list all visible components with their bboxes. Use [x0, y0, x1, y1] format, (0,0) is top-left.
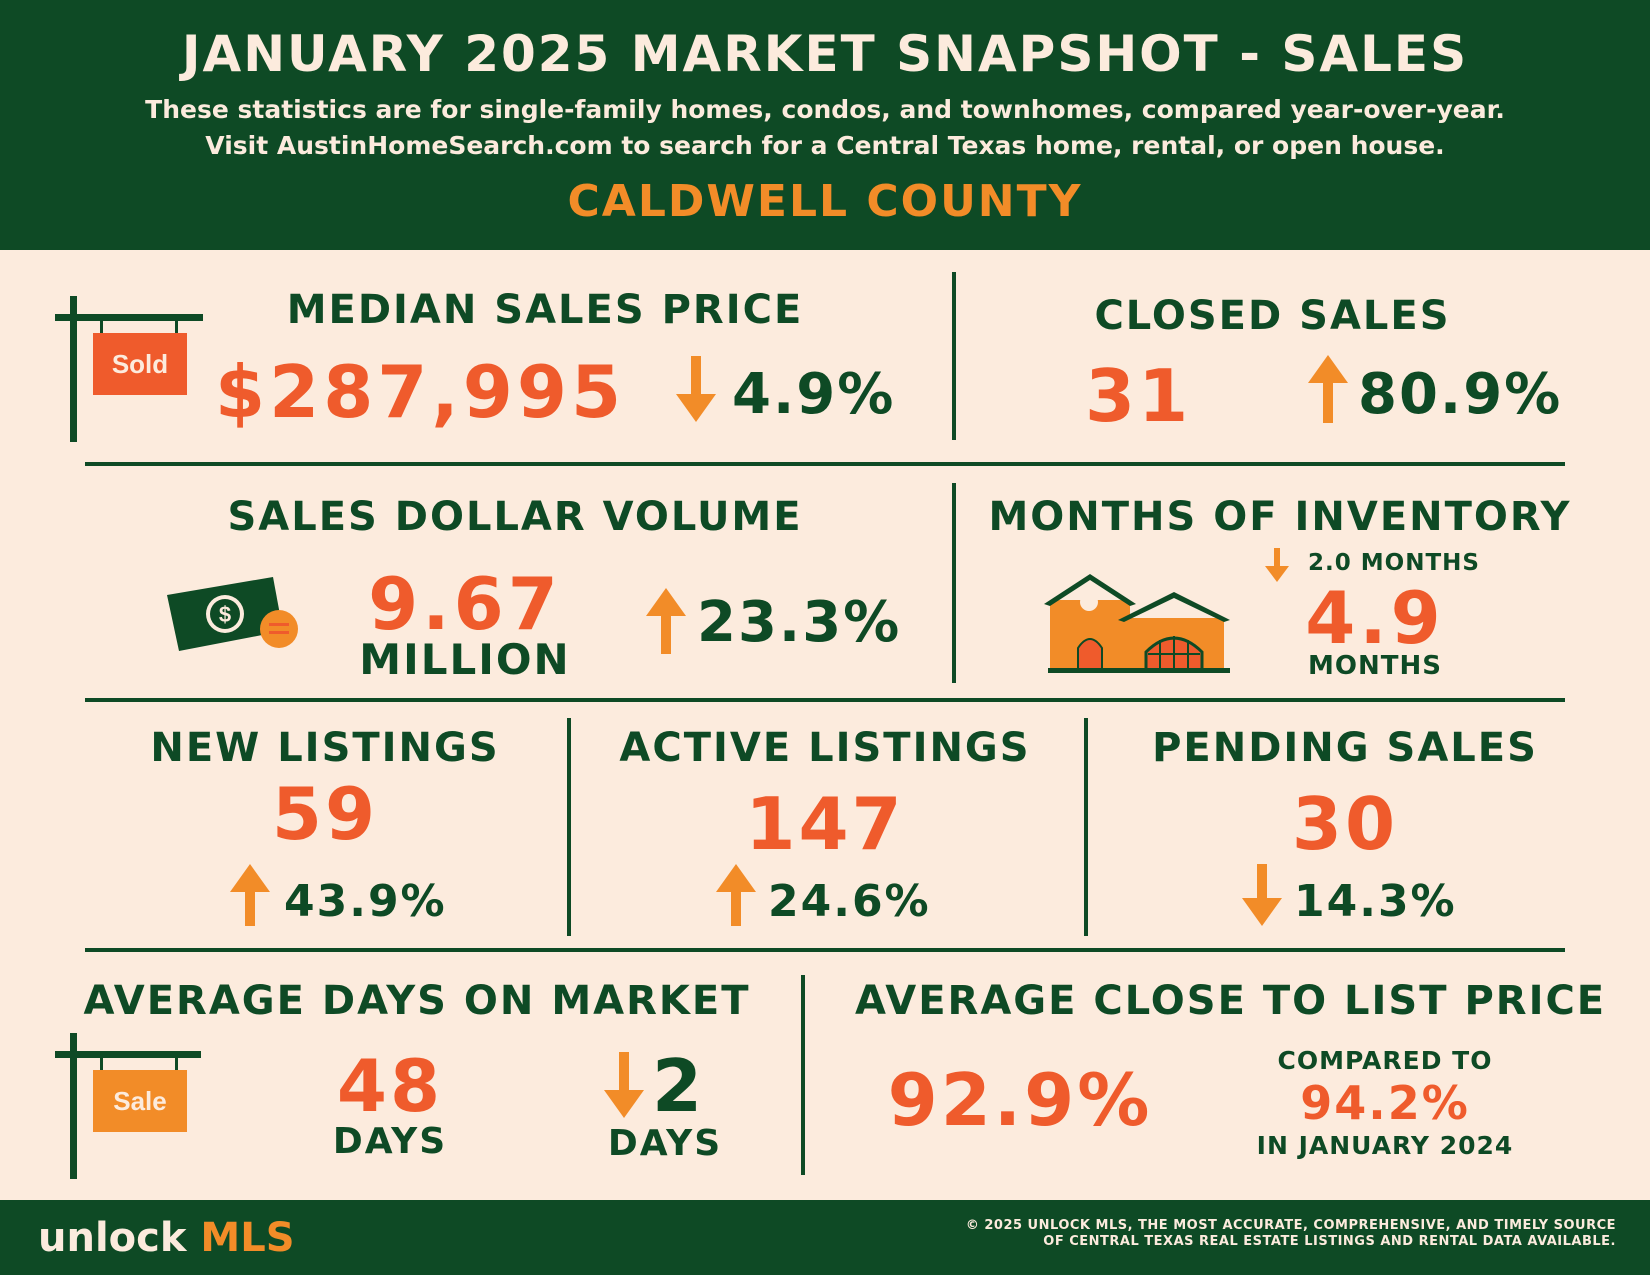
unlock-mls-logo: unlock MLS: [38, 1214, 295, 1262]
arrow-up-icon: [230, 864, 270, 926]
footer-banner: [0, 1200, 1650, 1275]
sale-sign-icon: Sale: [55, 1033, 205, 1179]
sold-sign-text: Sold: [112, 349, 168, 379]
arrow-up-icon: [716, 864, 756, 926]
arrow-down-icon: [1265, 548, 1289, 582]
compared-to-period: IN JANUARY 2024: [1256, 1131, 1514, 1160]
active-listings-change: 24.6%: [768, 876, 931, 927]
logo-word-unlock: unlock: [38, 1215, 187, 1261]
avg-days-on-market-value: 48: [336, 1044, 444, 1128]
divider-horizontal: [85, 698, 1565, 702]
avg-days-on-market-label: AVERAGE DAYS ON MARKET: [83, 978, 751, 1024]
county-name: CALDWELL COUNTY: [567, 176, 1083, 227]
divider-horizontal: [85, 462, 1565, 466]
avg-days-on-market-change: 2: [652, 1044, 703, 1128]
closed-sales-label: CLOSED SALES: [1094, 293, 1451, 339]
page-title: JANUARY 2025 MARKET SNAPSHOT - SALES: [181, 25, 1469, 83]
new-listings-label: NEW LISTINGS: [150, 725, 500, 771]
avg-close-to-list-value: 92.9%: [887, 1058, 1153, 1142]
divider-vertical: [1084, 718, 1088, 936]
sales-dollar-volume-label: SALES DOLLAR VOLUME: [227, 494, 803, 540]
avg-days-on-market-unit: DAYS: [332, 1121, 448, 1162]
compared-to-label: COMPARED TO: [1277, 1046, 1493, 1075]
logo-word-mls: MLS: [200, 1215, 295, 1261]
compared-to-value: 94.2%: [1300, 1076, 1470, 1130]
copyright-notice: © 2025 UNLOCK MLS, THE MOST ACCURATE, CO…: [800, 1218, 1616, 1250]
arrow-down-icon: [604, 1052, 644, 1118]
divider-vertical: [801, 975, 805, 1175]
subtitle-line-2: Visit AustinHomeSearch.com to search for…: [205, 131, 1445, 160]
sales-dollar-volume-value: 9.67: [368, 562, 562, 646]
divider-vertical: [567, 718, 571, 936]
divider-horizontal: [85, 948, 1565, 952]
pending-sales-change: 14.3%: [1294, 876, 1457, 927]
arrow-up-icon: [1308, 355, 1348, 423]
sold-sign-icon: Sold: [55, 296, 205, 442]
arrow-up-icon: [646, 588, 686, 654]
pending-sales-label: PENDING SALES: [1152, 725, 1538, 771]
arrow-down-icon: [676, 356, 716, 422]
closed-sales-change: 80.9%: [1358, 362, 1563, 427]
copyright-line-2: OF CENTRAL TEXAS REAL ESTATE LISTINGS AN…: [1043, 1234, 1616, 1249]
sale-sign-text: Sale: [113, 1086, 167, 1116]
money-bill-icon: $: [167, 577, 298, 651]
sales-dollar-volume-unit: MILLION: [359, 635, 571, 684]
months-of-inventory-unit: MONTHS: [1308, 651, 1442, 681]
svg-text:$: $: [219, 602, 231, 627]
arrow-down-icon: [1242, 864, 1282, 926]
median-sales-price-value: $287,995: [215, 350, 626, 434]
new-listings-value: 59: [271, 772, 379, 856]
sales-dollar-volume-change: 23.3%: [697, 590, 902, 655]
avg-close-to-list-label: AVERAGE CLOSE TO LIST PRICE: [855, 978, 1607, 1024]
closed-sales-value: 31: [1085, 354, 1192, 438]
active-listings-value: 147: [745, 782, 905, 866]
median-sales-price-label: MEDIAN SALES PRICE: [286, 287, 804, 333]
pending-sales-value: 30: [1291, 782, 1399, 866]
median-sales-price-change: 4.9%: [732, 362, 896, 427]
months-of-inventory-value: 4.9: [1305, 576, 1445, 660]
subtitle-line-1: These statistics are for single-family h…: [145, 95, 1505, 124]
house-icon: [1044, 574, 1230, 673]
copyright-line-1: © 2025 UNLOCK MLS, THE MOST ACCURATE, CO…: [965, 1218, 1616, 1233]
months-of-inventory-change: 2.0 MONTHS: [1308, 550, 1480, 576]
active-listings-label: ACTIVE LISTINGS: [619, 725, 1031, 771]
divider-vertical: [952, 272, 956, 440]
divider-vertical: [952, 483, 956, 683]
new-listings-change: 43.9%: [284, 876, 447, 927]
months-of-inventory-label: MONTHS OF INVENTORY: [988, 494, 1572, 540]
avg-days-on-market-change-unit: DAYS: [607, 1123, 723, 1164]
header-banner: [0, 0, 1650, 250]
